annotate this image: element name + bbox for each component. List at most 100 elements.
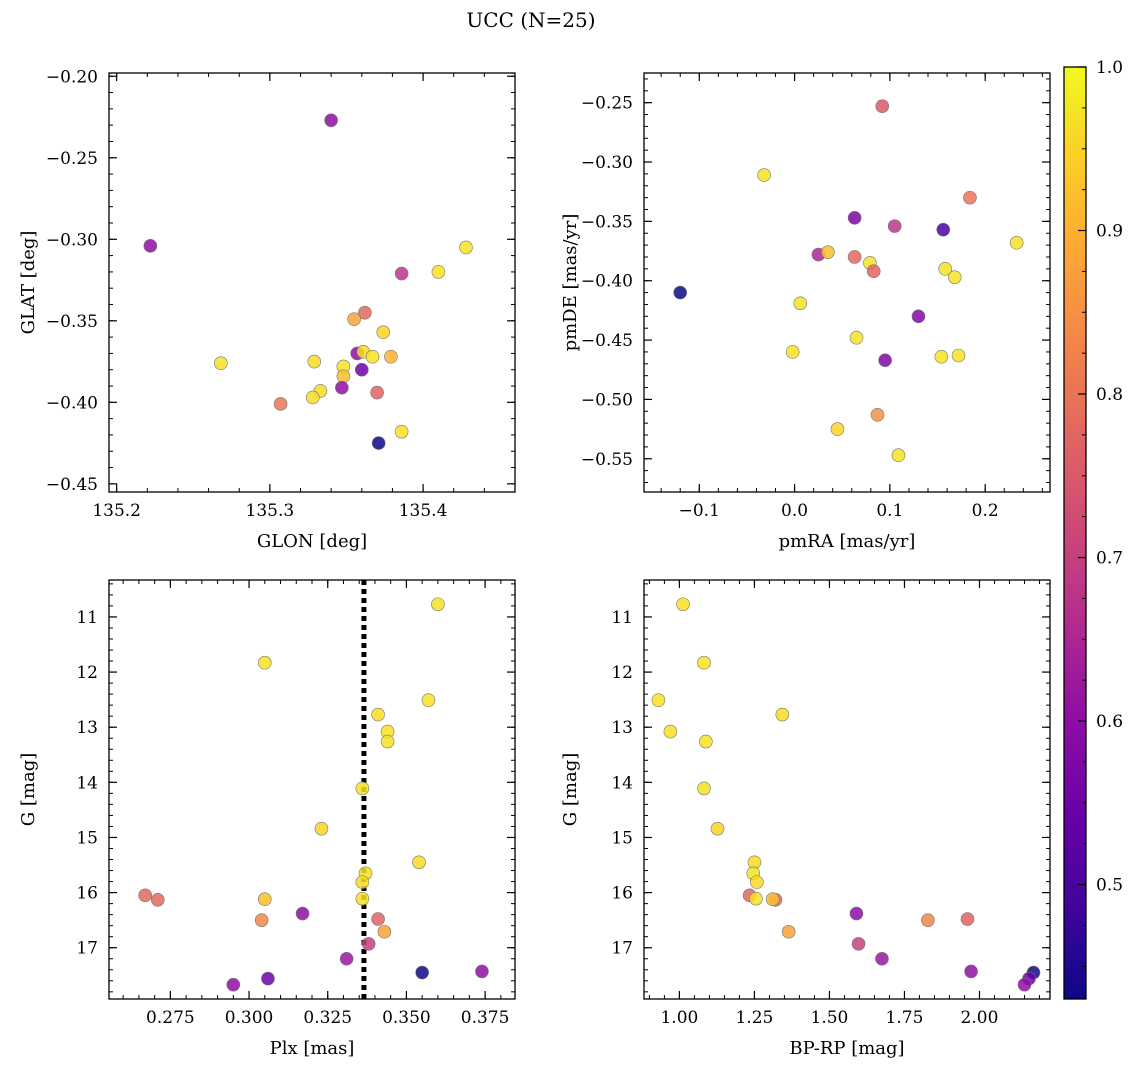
scatter-point bbox=[697, 655, 711, 670]
scatter-point bbox=[347, 312, 361, 326]
scatter-point bbox=[307, 354, 322, 369]
y-tick-label: 15 bbox=[611, 828, 633, 848]
scatter-point bbox=[475, 964, 489, 979]
panel-pmra-pmde: −0.1 0.0 0.1 0.2 −0.25 −0.30 −0.35 −0.40 −0.45 −0… bbox=[560, 72, 1051, 552]
panel-glon-glat: 135.2 135.3 135.4 −0.20 −0.25 −0.30 −0.35 −0.40… bbox=[18, 67, 516, 552]
colorbar-tick-label: 0.5 bbox=[1096, 876, 1123, 896]
scatter-point bbox=[750, 875, 764, 889]
scatter-point bbox=[138, 888, 152, 903]
scatter-point bbox=[870, 408, 885, 422]
y-tick-label: 12 bbox=[76, 663, 98, 683]
scatter-point bbox=[847, 211, 862, 225]
colorbar: 0.5 0.6 0.7 0.8 0.9 1.0 bbox=[1063, 58, 1123, 1000]
scatter-point bbox=[361, 937, 376, 951]
x-tick-label: 0.1 bbox=[876, 501, 903, 521]
scatter-point bbox=[875, 951, 889, 966]
scatter-point bbox=[336, 369, 351, 384]
scatter-point bbox=[358, 305, 372, 320]
colorbar-tick-label: 0.9 bbox=[1096, 222, 1123, 242]
y-tick-label: −0.50 bbox=[581, 390, 633, 410]
scatter-point bbox=[781, 924, 796, 939]
scatter-point bbox=[370, 385, 384, 400]
y-tick-label: 13 bbox=[611, 718, 633, 738]
scatter-point bbox=[951, 348, 966, 363]
scatter-point bbox=[947, 270, 962, 284]
scatter-point bbox=[371, 436, 386, 450]
scatter-point bbox=[371, 912, 385, 926]
y-axis-label: pmDE [mas/yr] bbox=[560, 214, 581, 352]
scatter-point bbox=[355, 891, 370, 906]
scatter-point bbox=[257, 655, 272, 670]
y-tick-label: −0.55 bbox=[581, 450, 633, 470]
scatter-point bbox=[305, 390, 320, 405]
scatter-point bbox=[365, 349, 380, 364]
scatter-point bbox=[371, 707, 385, 722]
scatter-point bbox=[1017, 977, 1032, 992]
y-tick-label: −0.40 bbox=[46, 393, 98, 413]
scatter-point bbox=[849, 330, 864, 345]
scatter-point bbox=[849, 906, 864, 921]
y-axis-label: G [mag] bbox=[560, 753, 581, 826]
scatter-point bbox=[415, 965, 429, 980]
scatter-point bbox=[830, 422, 845, 436]
scatter-point bbox=[355, 875, 370, 889]
x-tick-label: 135.4 bbox=[399, 501, 448, 521]
x-tick-label: 0.2 bbox=[972, 501, 999, 521]
scatter-point bbox=[775, 707, 790, 722]
x-tick-label: 1.75 bbox=[886, 1008, 924, 1028]
scatter-point bbox=[1009, 235, 1024, 250]
y-tick-label: 16 bbox=[611, 884, 633, 904]
y-tick-label: −0.30 bbox=[581, 153, 633, 173]
scatter-point bbox=[921, 913, 935, 927]
scatter-point bbox=[226, 977, 241, 992]
x-tick-label: 0.375 bbox=[461, 1008, 510, 1028]
scatter-point bbox=[412, 855, 426, 870]
scatter-point bbox=[938, 262, 952, 276]
x-tick-label: 0.350 bbox=[382, 1008, 431, 1028]
scatter-point bbox=[934, 349, 949, 364]
scatter-point bbox=[314, 821, 329, 836]
y-tick-label: 16 bbox=[76, 884, 98, 904]
y-tick-label: 14 bbox=[611, 773, 633, 793]
y-tick-label: −0.35 bbox=[46, 312, 98, 332]
scatter-point bbox=[878, 353, 892, 368]
x-tick-label: 0.275 bbox=[146, 1008, 195, 1028]
scatter-point bbox=[663, 724, 678, 739]
scatter-point bbox=[459, 240, 473, 255]
plot-area bbox=[108, 72, 516, 493]
x-tick-label: 0.300 bbox=[225, 1008, 274, 1028]
x-tick-label: 135.3 bbox=[246, 501, 295, 521]
scatter-point bbox=[821, 245, 835, 260]
scatter-point bbox=[380, 734, 395, 749]
colorbar-gradient bbox=[1063, 66, 1087, 1000]
colorbar-tick-label: 0.7 bbox=[1096, 549, 1123, 569]
scatter-point bbox=[377, 924, 392, 939]
scatter-point bbox=[936, 222, 951, 237]
x-axis-label: BP-RP [mag] bbox=[789, 1038, 904, 1059]
x-tick-label: 1.25 bbox=[735, 1008, 773, 1028]
scatter-point bbox=[261, 971, 275, 986]
y-tick-label: −0.20 bbox=[46, 67, 98, 87]
scatter-point bbox=[376, 325, 391, 340]
scatter-point bbox=[273, 397, 288, 411]
y-tick-label: −0.25 bbox=[46, 149, 98, 169]
panel-bprp-g: 1.00 1.25 1.50 1.75 2.00 11 12 13 14 15 16 17 BP-RP … bbox=[560, 579, 1051, 1059]
y-tick-label: 17 bbox=[611, 939, 633, 959]
y-tick-label: 12 bbox=[611, 663, 633, 683]
scatter-point bbox=[354, 362, 369, 377]
scatter-point bbox=[875, 99, 890, 114]
scatter-point bbox=[891, 448, 906, 463]
y-tick-label: −0.45 bbox=[581, 331, 633, 351]
scatter-point bbox=[887, 219, 902, 233]
scatter-point bbox=[214, 356, 228, 371]
scatter-point bbox=[851, 937, 866, 951]
y-tick-label: 15 bbox=[76, 828, 98, 848]
plot-area bbox=[643, 579, 1051, 1000]
scatter-point bbox=[765, 892, 780, 907]
y-tick-label: −0.25 bbox=[581, 94, 633, 114]
scatter-point bbox=[964, 964, 978, 979]
y-tick-label: 14 bbox=[76, 773, 98, 793]
panel-plx-g: 0.275 0.300 0.325 0.350 0.375 11 12 13 14 15 16 17 P… bbox=[18, 579, 516, 1059]
scatter-point bbox=[254, 913, 269, 927]
